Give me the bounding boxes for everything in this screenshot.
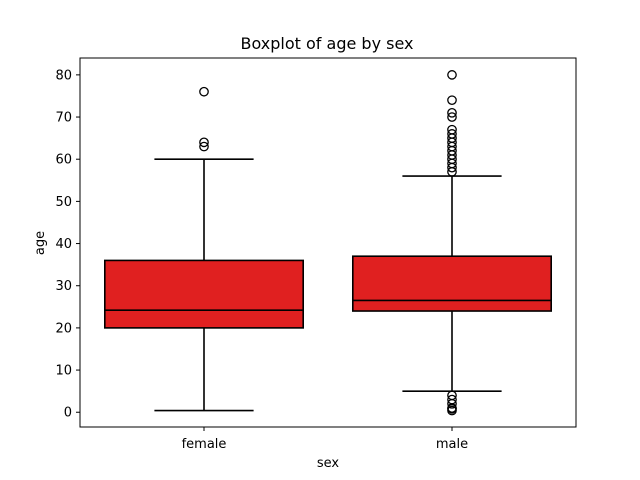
y-tick-label: 0 xyxy=(64,406,72,421)
y-tick-label: 80 xyxy=(55,68,72,83)
y-tick-label: 40 xyxy=(55,237,72,252)
y-axis-label: age xyxy=(33,231,48,255)
outlier-point xyxy=(447,107,457,118)
y-tick-label: 10 xyxy=(55,364,72,379)
chart-title: Boxplot of age by sex xyxy=(241,34,414,53)
y-tick-label: 70 xyxy=(55,111,72,126)
plot-frame xyxy=(79,57,577,428)
x-tick-label: male xyxy=(436,437,468,452)
y-tick-label: 30 xyxy=(55,279,72,294)
y-tick-label: 50 xyxy=(55,195,72,210)
y-tick-label: 20 xyxy=(55,321,72,336)
outlier-point xyxy=(447,394,457,405)
outlier-point xyxy=(447,390,457,401)
x-axis-label: sex xyxy=(317,456,340,471)
outlier-point xyxy=(447,112,457,122)
box-female xyxy=(104,259,304,329)
y-tick-label: 60 xyxy=(55,153,72,168)
outlier-point xyxy=(199,86,209,97)
box-male xyxy=(351,255,552,312)
outlier-point xyxy=(199,137,209,148)
x-tick-label: female xyxy=(182,437,227,452)
outlier-point xyxy=(447,95,457,106)
outlier-point xyxy=(199,141,209,152)
outlier-point xyxy=(447,129,457,139)
outlier-point xyxy=(447,124,457,135)
outlier-point xyxy=(447,70,457,80)
